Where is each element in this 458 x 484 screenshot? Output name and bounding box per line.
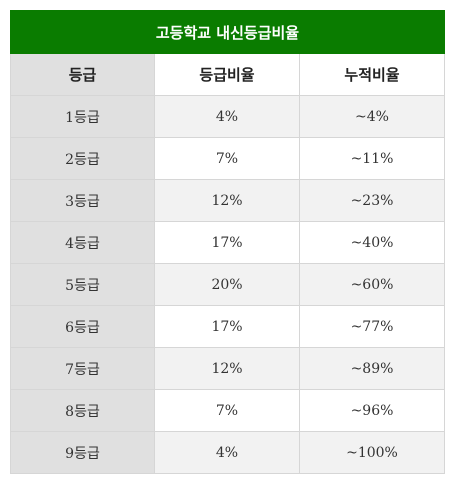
grade-cell: 1등급 xyxy=(10,95,155,138)
ratio-cell: 20% xyxy=(154,263,300,306)
table-title: 고등학교 내신등급비율 xyxy=(10,10,445,54)
table-row: 3등급 12% ~23% xyxy=(10,179,445,222)
ratio-cell: 4% xyxy=(154,95,300,138)
table-title-row: 고등학교 내신등급비율 xyxy=(10,10,445,54)
cumulative-cell: ~77% xyxy=(299,305,445,348)
grade-ratio-table: 고등학교 내신등급비율 등급 등급비율 누적비율 1등급 4% ~4% 2등급 … xyxy=(10,10,445,474)
ratio-cell: 7% xyxy=(154,389,300,432)
table-row: 8등급 7% ~96% xyxy=(10,389,445,432)
table-row: 9등급 4% ~100% xyxy=(10,431,445,474)
cumulative-cell: ~4% xyxy=(299,95,445,138)
ratio-cell: 4% xyxy=(154,431,300,474)
table-row: 5등급 20% ~60% xyxy=(10,263,445,306)
header-cumulative: 누적비율 xyxy=(299,53,445,96)
table-row: 2등급 7% ~11% xyxy=(10,137,445,180)
ratio-cell: 12% xyxy=(154,179,300,222)
grade-cell: 7등급 xyxy=(10,347,155,390)
grade-cell: 3등급 xyxy=(10,179,155,222)
grade-cell: 9등급 xyxy=(10,431,155,474)
table-row: 4등급 17% ~40% xyxy=(10,221,445,264)
header-ratio: 등급비율 xyxy=(154,53,300,96)
ratio-cell: 17% xyxy=(154,305,300,348)
grade-cell: 5등급 xyxy=(10,263,155,306)
cumulative-cell: ~23% xyxy=(299,179,445,222)
table-row: 7등급 12% ~89% xyxy=(10,347,445,390)
cumulative-cell: ~89% xyxy=(299,347,445,390)
cumulative-cell: ~96% xyxy=(299,389,445,432)
table-row: 6등급 17% ~77% xyxy=(10,305,445,348)
cumulative-cell: ~60% xyxy=(299,263,445,306)
grade-cell: 6등급 xyxy=(10,305,155,348)
ratio-cell: 12% xyxy=(154,347,300,390)
header-grade: 등급 xyxy=(10,53,155,96)
grade-cell: 8등급 xyxy=(10,389,155,432)
ratio-cell: 17% xyxy=(154,221,300,264)
grade-cell: 4등급 xyxy=(10,221,155,264)
cumulative-cell: ~11% xyxy=(299,137,445,180)
table-header-row: 등급 등급비율 누적비율 xyxy=(10,53,445,96)
ratio-cell: 7% xyxy=(154,137,300,180)
grade-cell: 2등급 xyxy=(10,137,155,180)
cumulative-cell: ~40% xyxy=(299,221,445,264)
cumulative-cell: ~100% xyxy=(299,431,445,474)
table-row: 1등급 4% ~4% xyxy=(10,95,445,138)
